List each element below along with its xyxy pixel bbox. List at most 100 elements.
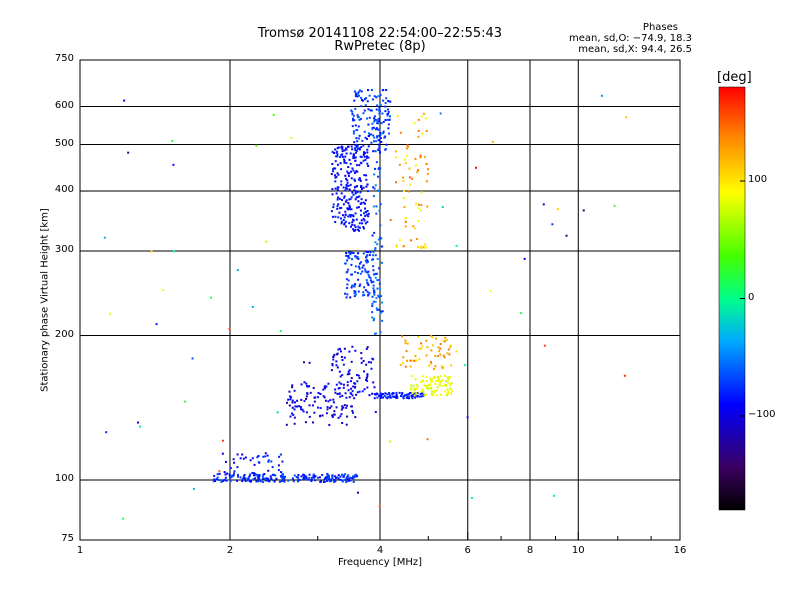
data-point <box>422 390 425 393</box>
data-point <box>372 358 375 361</box>
phase-stats-o: mean, sd,O: −74.9, 18.3 <box>569 33 692 44</box>
data-point <box>109 312 112 315</box>
data-point <box>331 476 334 479</box>
data-point <box>308 385 311 388</box>
data-point <box>359 209 362 212</box>
data-point <box>326 406 329 409</box>
data-point <box>261 477 264 480</box>
data-point <box>249 473 252 476</box>
data-point <box>332 206 335 209</box>
data-point <box>358 226 361 229</box>
data-point <box>412 384 415 387</box>
data-point <box>336 476 339 479</box>
data-point <box>346 476 349 479</box>
data-point <box>336 153 339 156</box>
data-point <box>372 186 375 189</box>
data-point <box>123 99 126 102</box>
data-point <box>355 170 358 173</box>
data-point <box>365 347 368 350</box>
data-point <box>356 255 359 258</box>
data-point <box>266 479 269 482</box>
data-point <box>368 292 371 295</box>
data-point <box>325 385 328 388</box>
data-point <box>406 342 409 345</box>
data-point <box>384 119 387 122</box>
data-point <box>213 474 216 477</box>
data-point <box>353 292 356 295</box>
data-point <box>331 188 334 191</box>
data-point <box>281 477 284 480</box>
data-point <box>370 361 373 364</box>
chart-title-line1: Tromsø 20141108 22:54:00–22:55:43 <box>257 26 503 41</box>
data-point <box>439 380 442 383</box>
data-point <box>420 191 423 194</box>
data-point <box>358 147 361 150</box>
data-point <box>413 359 416 362</box>
data-point <box>354 149 357 152</box>
data-point <box>356 92 359 95</box>
data-point <box>241 480 244 483</box>
data-point <box>348 369 351 372</box>
data-point <box>371 311 374 314</box>
data-point <box>354 228 357 231</box>
data-point <box>210 296 213 299</box>
colorbar-label: [deg] <box>717 70 752 85</box>
data-point <box>369 279 372 282</box>
data-point <box>423 156 426 159</box>
data-point <box>250 479 253 482</box>
data-point <box>565 234 568 237</box>
data-point <box>386 114 389 117</box>
data-point <box>351 409 354 412</box>
data-point <box>297 476 300 479</box>
data-point <box>373 118 376 121</box>
data-point <box>339 395 342 398</box>
data-point <box>378 150 381 153</box>
data-point <box>439 343 442 346</box>
x-tick-label: 6 <box>464 545 471 556</box>
data-point <box>414 378 417 381</box>
data-point <box>368 116 371 119</box>
data-point <box>375 108 378 111</box>
data-point <box>344 479 347 482</box>
data-point <box>354 159 357 162</box>
data-point <box>625 116 628 119</box>
data-point <box>318 476 321 479</box>
y-tick-label: 200 <box>54 328 74 340</box>
data-point <box>415 387 418 390</box>
data-point <box>362 226 365 229</box>
data-point <box>283 475 286 478</box>
data-point <box>328 407 331 410</box>
data-point <box>220 480 223 483</box>
data-point <box>303 474 306 477</box>
data-point <box>443 374 446 377</box>
data-point <box>374 248 377 251</box>
data-point <box>425 129 428 132</box>
data-point <box>334 388 337 391</box>
data-point <box>335 360 338 363</box>
data-point <box>374 167 377 170</box>
data-point <box>155 323 158 326</box>
data-point <box>378 278 381 281</box>
y-tick-label: 750 <box>54 53 74 64</box>
data-point <box>253 463 256 466</box>
data-point <box>346 170 349 173</box>
data-point <box>350 177 353 180</box>
data-point <box>551 223 554 226</box>
data-point <box>364 215 367 218</box>
data-point <box>332 401 335 404</box>
data-point <box>353 156 356 159</box>
data-point <box>374 241 377 244</box>
data-point <box>372 258 375 261</box>
data-point <box>291 412 294 415</box>
data-point <box>380 310 383 313</box>
data-point <box>272 113 275 116</box>
data-point <box>236 269 239 272</box>
data-point <box>421 375 424 378</box>
data-point <box>358 285 361 288</box>
data-point <box>415 392 418 395</box>
data-point <box>255 144 258 147</box>
data-point <box>343 196 346 199</box>
data-point <box>356 206 359 209</box>
data-point <box>336 207 339 210</box>
data-point <box>332 203 335 206</box>
